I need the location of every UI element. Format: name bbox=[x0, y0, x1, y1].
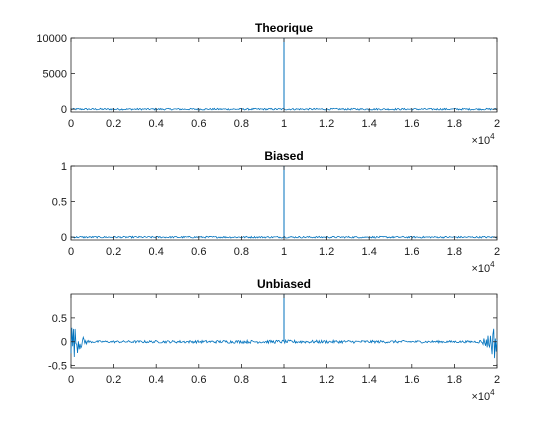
x-tick-label: 0.6 bbox=[191, 118, 206, 130]
x-tick-label: 1.4 bbox=[362, 374, 377, 386]
x-tick-label: 1.2 bbox=[319, 374, 334, 386]
x-exponent-base: ×10 bbox=[471, 391, 490, 403]
x-exponent-power: 4 bbox=[490, 132, 495, 141]
x-tick-label: 1.4 bbox=[362, 246, 377, 258]
subplot-unbiased: 0 0.2 0.4 0.6 0.8 1 1.2 1.4 1.6 1.8 2 -0.500.5 Unb… bbox=[48, 277, 500, 403]
x-exponent-power: 4 bbox=[490, 388, 495, 397]
x-tick-label: 1.6 bbox=[404, 118, 419, 130]
x-tick-label: 0.2 bbox=[106, 246, 121, 258]
y-tick-label: 0 bbox=[61, 337, 67, 349]
x-tick-label: 2 bbox=[494, 374, 500, 386]
x-tick-label: 2 bbox=[494, 246, 500, 258]
x-tick-label: 1.6 bbox=[404, 246, 419, 258]
x-tick-label: 0.6 bbox=[191, 374, 206, 386]
y-tick-label: 10000 bbox=[36, 33, 67, 45]
x-exponent-label: ×104 bbox=[471, 132, 495, 147]
x-tick-label: 2 bbox=[494, 118, 500, 130]
x-tick-label: 0.4 bbox=[149, 246, 164, 258]
y-tick-label: 0.5 bbox=[52, 313, 67, 325]
x-tick-label: 1.4 bbox=[362, 118, 377, 130]
y-tick-label: 5000 bbox=[43, 69, 67, 81]
x-exponent-label: ×104 bbox=[471, 260, 495, 275]
x-tick-label: 1 bbox=[281, 246, 287, 258]
x-tick-label: 0.4 bbox=[149, 118, 164, 130]
y-tick-label: 0 bbox=[61, 232, 67, 244]
x-tick-label: 1.8 bbox=[447, 374, 462, 386]
x-exponent-base: ×10 bbox=[471, 263, 490, 275]
y-tick-label: 1 bbox=[61, 161, 67, 173]
x-exponent-power: 4 bbox=[490, 260, 495, 269]
subplot-biased: 0 0.2 0.4 0.6 0.8 1 1.2 1.4 1.6 1.8 2 0 0.5 1 Biased… bbox=[52, 149, 500, 275]
x-tick-label: 0 bbox=[68, 118, 74, 130]
x-tick-label: 0.4 bbox=[149, 374, 164, 386]
plot-title: Biased bbox=[264, 149, 303, 163]
y-tick-label: -0.5 bbox=[48, 361, 67, 373]
x-tick-label: 1.2 bbox=[319, 118, 334, 130]
x-tick-label: 1.8 bbox=[447, 118, 462, 130]
y-tick-label: 0 bbox=[61, 104, 67, 116]
y-tick-label: 0.5 bbox=[52, 197, 67, 209]
x-tick-label: 1.8 bbox=[447, 246, 462, 258]
x-tick-label: 0.8 bbox=[234, 374, 249, 386]
x-tick-label: 0 bbox=[68, 246, 74, 258]
x-exponent-label: ×104 bbox=[471, 388, 495, 403]
x-tick-label: 0.8 bbox=[234, 246, 249, 258]
plot-title: Theorique bbox=[255, 21, 313, 35]
x-tick-label: 1.6 bbox=[404, 374, 419, 386]
x-tick-label: 0.8 bbox=[234, 118, 249, 130]
x-tick-label: 0.6 bbox=[191, 246, 206, 258]
x-exponent-base: ×10 bbox=[471, 135, 490, 147]
x-tick-label: 1.2 bbox=[319, 246, 334, 258]
x-tick-label: 0.2 bbox=[106, 118, 121, 130]
plot-title: Unbiased bbox=[257, 277, 311, 291]
x-tick-label: 0 bbox=[68, 374, 74, 386]
x-tick-label: 1 bbox=[281, 374, 287, 386]
x-tick-label: 0.2 bbox=[106, 374, 121, 386]
subplot-theorique: 0 0.2 0.4 0.6 0.8 1 1.2 1.4 1.6 1.8 2 0 5000 10000 T… bbox=[36, 21, 500, 147]
x-tick-label: 1 bbox=[281, 118, 287, 130]
